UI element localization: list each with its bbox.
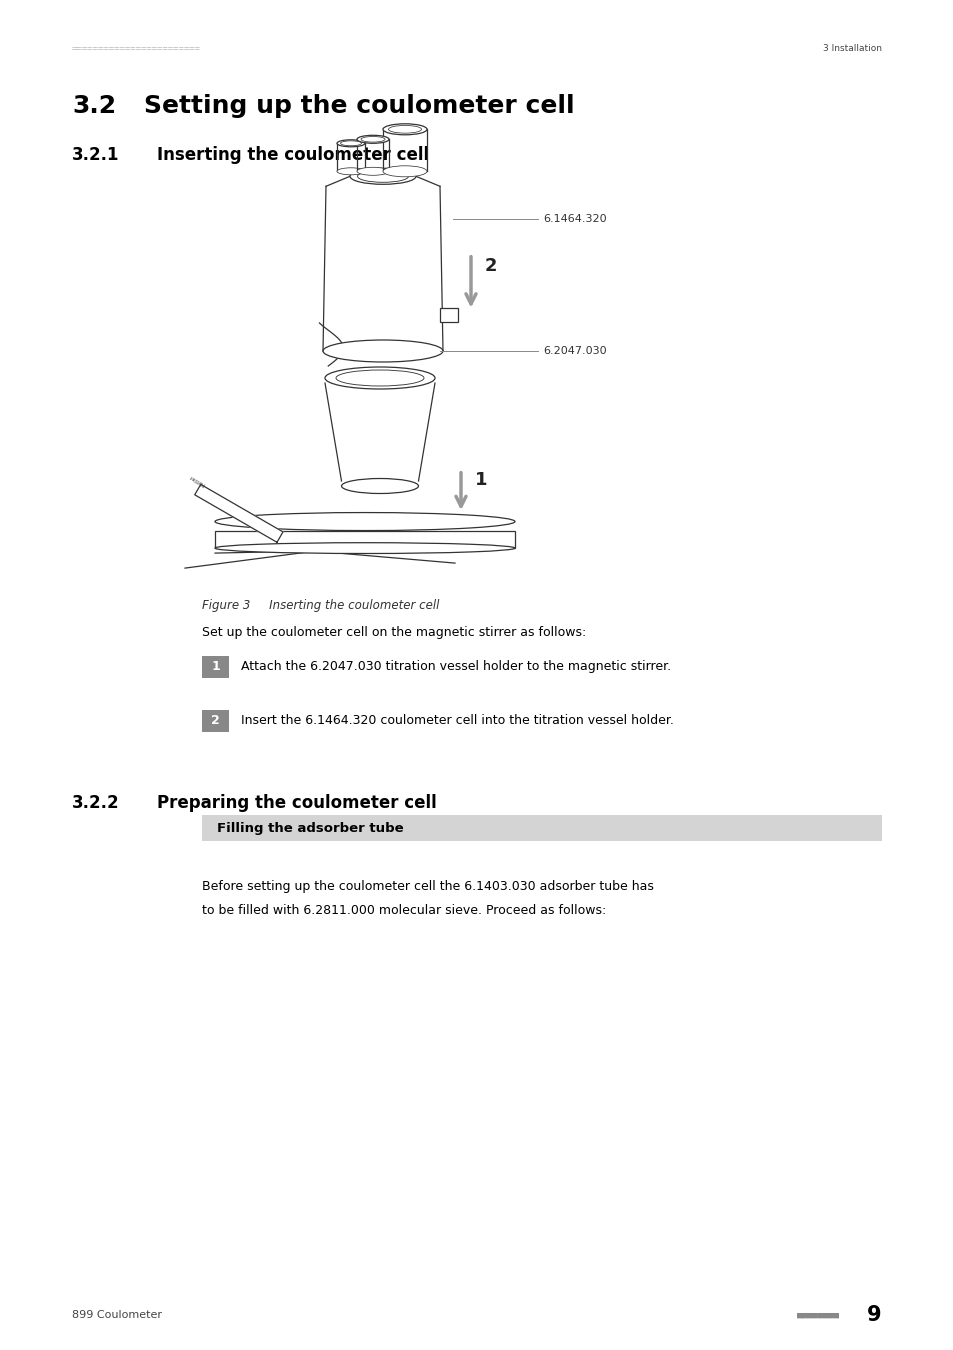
- FancyBboxPatch shape: [439, 308, 457, 323]
- Ellipse shape: [335, 370, 423, 386]
- Text: ========================: ========================: [71, 45, 201, 53]
- Text: 9: 9: [866, 1305, 882, 1324]
- Ellipse shape: [382, 166, 427, 177]
- Ellipse shape: [382, 124, 427, 135]
- Text: to be filled with 6.2811.000 molecular sieve. Proceed as follows:: to be filled with 6.2811.000 molecular s…: [202, 904, 605, 918]
- Text: Attach the 6.2047.030 titration vessel holder to the magnetic stirrer.: Attach the 6.2047.030 titration vessel h…: [241, 660, 670, 674]
- Ellipse shape: [336, 167, 365, 174]
- Text: ■■■■■■■■: ■■■■■■■■: [796, 1311, 840, 1319]
- Text: 3 Installation: 3 Installation: [822, 45, 882, 53]
- Text: 1: 1: [475, 471, 487, 489]
- Text: 3.2.1: 3.2.1: [71, 146, 119, 163]
- Text: Filling the adsorber tube: Filling the adsorber tube: [216, 822, 403, 834]
- Bar: [214, 531, 515, 548]
- Text: 3.2: 3.2: [71, 95, 116, 119]
- Text: Mettler: Mettler: [188, 472, 206, 486]
- Polygon shape: [194, 485, 283, 543]
- Text: Insert the 6.1464.320 coulometer cell into the titration vessel holder.: Insert the 6.1464.320 coulometer cell in…: [241, 714, 673, 728]
- Text: Before setting up the coulometer cell the 6.1403.030 adsorber tube has: Before setting up the coulometer cell th…: [202, 880, 653, 894]
- Ellipse shape: [214, 513, 515, 531]
- Ellipse shape: [356, 135, 389, 143]
- Text: Inserting the coulometer cell: Inserting the coulometer cell: [157, 146, 429, 163]
- Ellipse shape: [388, 126, 421, 134]
- Text: 6.2047.030: 6.2047.030: [542, 346, 606, 356]
- Text: Figure 3     Inserting the coulometer cell: Figure 3 Inserting the coulometer cell: [202, 599, 439, 613]
- Text: 1: 1: [211, 660, 219, 674]
- Text: 6.1464.320: 6.1464.320: [542, 213, 606, 224]
- Ellipse shape: [340, 140, 361, 146]
- Ellipse shape: [341, 478, 418, 494]
- Text: Preparing the coulometer cell: Preparing the coulometer cell: [157, 794, 436, 811]
- Ellipse shape: [336, 140, 365, 147]
- Ellipse shape: [356, 167, 389, 176]
- Ellipse shape: [350, 169, 416, 185]
- FancyBboxPatch shape: [202, 656, 229, 678]
- Ellipse shape: [357, 170, 408, 182]
- Text: 2: 2: [484, 256, 497, 275]
- Ellipse shape: [325, 367, 435, 389]
- Text: 3.2.2: 3.2.2: [71, 794, 119, 811]
- Text: 2: 2: [211, 714, 219, 728]
- Ellipse shape: [214, 543, 515, 554]
- Ellipse shape: [360, 136, 385, 142]
- Ellipse shape: [323, 340, 442, 362]
- FancyBboxPatch shape: [202, 710, 229, 732]
- Text: Set up the coulometer cell on the magnetic stirrer as follows:: Set up the coulometer cell on the magnet…: [202, 626, 586, 640]
- Text: 899 Coulometer: 899 Coulometer: [71, 1310, 162, 1320]
- Text: Setting up the coulometer cell: Setting up the coulometer cell: [144, 95, 574, 119]
- FancyBboxPatch shape: [202, 815, 882, 841]
